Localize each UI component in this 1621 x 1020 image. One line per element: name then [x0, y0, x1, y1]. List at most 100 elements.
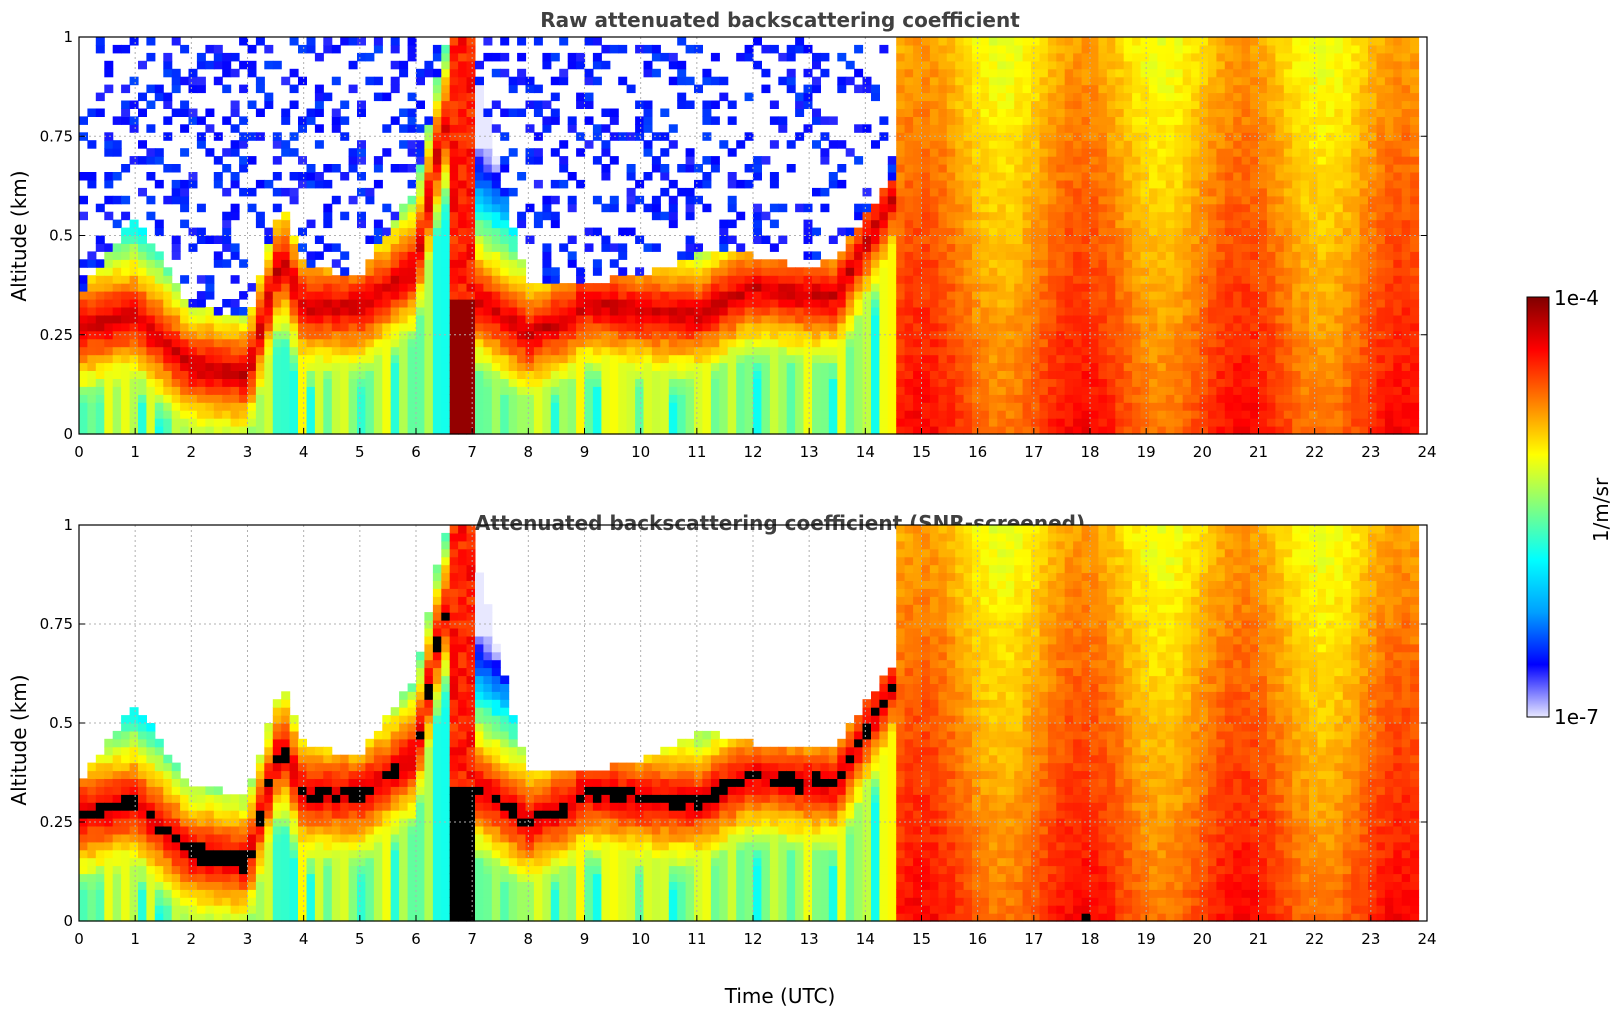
heatmap-cell — [778, 394, 788, 403]
heatmap-cell — [946, 259, 956, 268]
heatmap-cell — [171, 418, 181, 427]
heatmap-cell — [955, 37, 965, 46]
heatmap-cell — [1140, 354, 1150, 364]
heatmap-cell — [1056, 187, 1066, 197]
heatmap-cell — [1064, 291, 1074, 300]
heatmap-cell — [1149, 219, 1158, 229]
heatmap-cell — [1047, 164, 1057, 173]
heatmap-cell — [988, 314, 998, 324]
heatmap-cell — [1191, 394, 1201, 403]
heatmap-cell — [1149, 132, 1158, 141]
heatmap-cell — [812, 187, 821, 197]
heatmap-cell — [357, 394, 366, 403]
heatmap-cell — [373, 410, 383, 419]
heatmap-cell — [1149, 275, 1158, 284]
heatmap-cell — [660, 410, 670, 419]
heatmap-cell — [660, 322, 670, 332]
heatmap-cell — [348, 378, 358, 387]
heatmap-cell — [407, 402, 417, 411]
heatmap-cell — [1174, 132, 1184, 141]
heatmap-cell — [929, 402, 939, 411]
heatmap-cell — [879, 132, 889, 141]
heatmap-cell — [913, 426, 923, 435]
heatmap-cell — [1039, 322, 1049, 332]
heatmap-cell — [1157, 314, 1167, 324]
heatmap-cell — [913, 156, 923, 165]
heatmap-cell — [1157, 60, 1167, 70]
heatmap-cell — [929, 386, 939, 395]
heatmap-cell — [1014, 60, 1024, 70]
heatmap-cell — [441, 370, 451, 379]
heatmap-cell — [972, 92, 981, 102]
heatmap-cell — [491, 243, 501, 252]
heatmap-cell — [449, 172, 459, 181]
heatmap-cell — [399, 346, 409, 356]
heatmap-cell — [357, 156, 366, 165]
heatmap-cell — [879, 243, 889, 252]
heatmap-cell — [980, 148, 990, 157]
heatmap-cell — [1073, 330, 1083, 340]
heatmap-cell — [188, 307, 198, 316]
heatmap-cell — [79, 338, 88, 348]
heatmap-cell — [1182, 386, 1192, 395]
heatmap-cell — [643, 68, 653, 78]
heatmap-cell — [1123, 164, 1133, 173]
heatmap-cell — [1140, 410, 1150, 419]
heatmap-cell — [331, 322, 341, 332]
heatmap-cell — [1005, 203, 1015, 213]
heatmap-cell — [1165, 314, 1175, 324]
heatmap-cell — [121, 370, 131, 379]
heatmap-cell — [803, 68, 813, 78]
heatmap-cell — [929, 275, 939, 284]
heatmap-cell — [272, 243, 282, 252]
heatmap-cell — [281, 243, 291, 252]
heatmap-cell — [475, 346, 484, 356]
heatmap-cell — [205, 410, 215, 419]
heatmap-cell — [972, 394, 981, 403]
heatmap-cell — [786, 164, 796, 173]
heatmap-cell — [786, 84, 796, 94]
heatmap-cell — [946, 76, 956, 86]
heatmap-cell — [988, 251, 998, 260]
heatmap-cell — [955, 68, 965, 78]
heatmap-cell — [1031, 60, 1040, 70]
heatmap-cell — [1182, 283, 1192, 292]
heatmap-cell — [854, 346, 864, 356]
heatmap-cell — [230, 124, 240, 133]
heatmap-cell — [196, 299, 206, 308]
heatmap-cell — [997, 211, 1007, 221]
heatmap-cell — [104, 68, 114, 78]
heatmap-cell — [988, 267, 998, 276]
heatmap-cell — [1174, 307, 1184, 316]
heatmap-cell — [929, 140, 939, 149]
heatmap-cell — [854, 378, 864, 387]
heatmap-cell — [331, 76, 341, 86]
heatmap-cell — [913, 76, 923, 86]
heatmap-cell — [744, 291, 754, 300]
heatmap-cell — [416, 338, 425, 348]
heatmap-cell — [651, 410, 661, 419]
heatmap-cell — [972, 172, 981, 181]
heatmap-cell — [281, 116, 291, 125]
heatmap-cell — [449, 60, 459, 70]
heatmap-cell — [449, 338, 459, 348]
heatmap-cell — [946, 426, 956, 435]
heatmap-cell — [247, 60, 257, 70]
heatmap-cell — [87, 362, 97, 371]
heatmap-cell — [929, 100, 939, 109]
heatmap-cell — [786, 307, 796, 316]
heatmap-cell — [1132, 243, 1142, 252]
heatmap-cell — [820, 322, 830, 332]
heatmap-cell — [1005, 426, 1015, 435]
heatmap-cell — [1140, 394, 1150, 403]
heatmap-cell — [323, 179, 333, 189]
heatmap-cell — [373, 346, 383, 356]
heatmap-cell — [719, 251, 729, 260]
heatmap-cell — [854, 410, 864, 419]
heatmap-cell — [79, 299, 88, 308]
heatmap-cell — [828, 330, 838, 340]
heatmap-cell — [1047, 140, 1057, 149]
heatmap-cell — [710, 346, 720, 356]
heatmap-cell — [694, 44, 703, 54]
heatmap-cell — [1014, 116, 1024, 125]
